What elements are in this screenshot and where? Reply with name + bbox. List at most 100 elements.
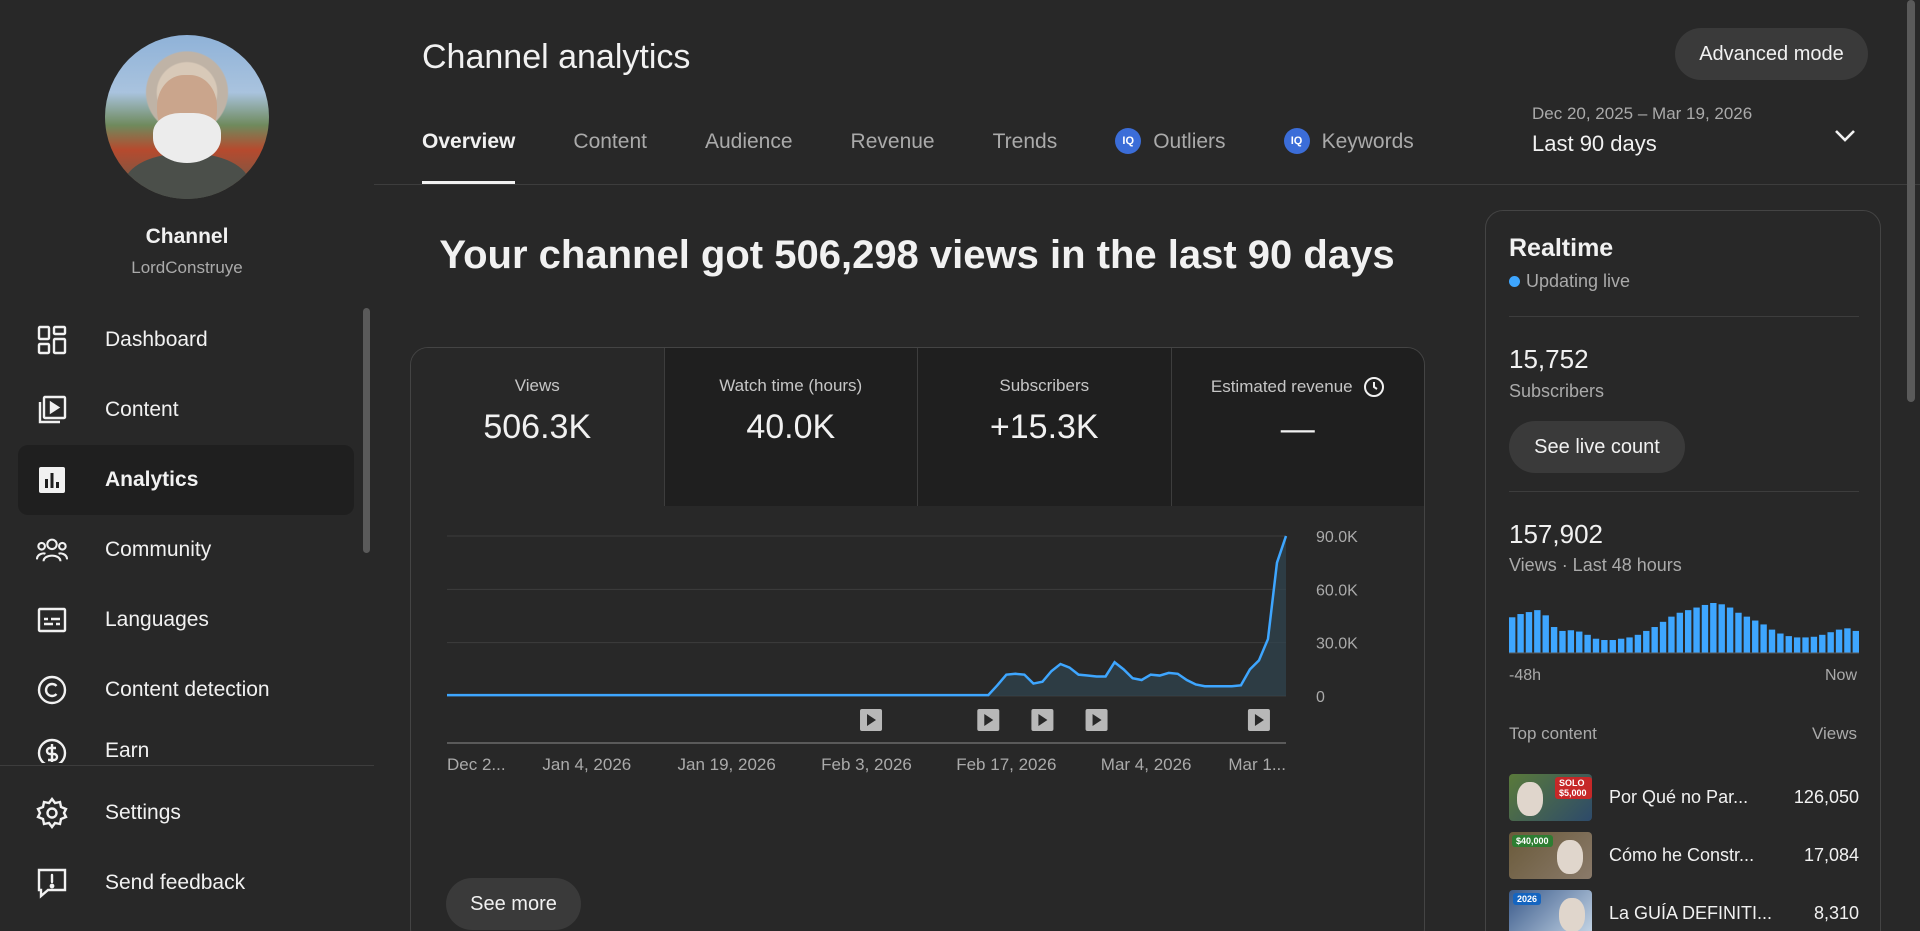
realtime-bar [1634,634,1642,653]
metric-subscribers[interactable]: Subscribers +15.3K [918,348,1172,506]
metrics-card: Views 506.3K Watch time (hours) 40.0K Su… [410,347,1425,931]
realtime-bar [1835,629,1843,653]
realtime-bar [1559,630,1566,653]
realtime-axis-start: -48h [1509,667,1542,684]
realtime-bar [1777,633,1784,653]
chart-area [447,536,1286,696]
realtime-title: Realtime [1509,234,1614,262]
sidebar-item-languages[interactable]: Languages [18,585,354,655]
sidebar-item-earn[interactable]: Earn [18,725,354,763]
see-more-button[interactable]: See more [446,878,581,930]
metric-estimated-revenue[interactable]: Estimated revenue — [1171,348,1425,506]
video-views: 126,050 [1793,786,1859,807]
thumbnail-face [1559,897,1585,931]
realtime-bar [1643,630,1650,653]
chart-x-tick-label: Feb 3, 2026 [821,755,912,774]
tab-overview[interactable]: Overview [422,130,516,184]
see-live-count-button[interactable]: See live count [1509,421,1685,473]
video-title: Por Qué no Par... [1609,786,1749,807]
realtime-bar [1726,607,1734,653]
realtime-bar [1735,612,1742,653]
thumbnail-badge: $40,000 [1512,834,1553,847]
realtime-views-label: Views · Last 48 hours [1509,555,1682,575]
tab-audience[interactable]: Audience [705,130,793,184]
realtime-bar [1701,604,1709,653]
realtime-bar [1710,603,1717,653]
languages-icon [36,604,68,636]
date-period-label[interactable]: Last 90 days [1532,131,1657,156]
sidebar-item-analytics[interactable]: Analytics [18,445,354,515]
headline: Your channel got 506,298 views in the la… [439,233,1395,277]
sidebar-item-dashboard[interactable]: Dashboard [18,305,354,375]
realtime-bar [1685,610,1692,653]
play-icon [984,714,994,726]
extension-icon: IQ [1283,128,1310,154]
metric-watch-time[interactable]: Watch time (hours) 40.0K [664,348,918,506]
top-content-row[interactable]: 2026 La GUÍA DEFINITI... 8,310 [1509,889,1859,931]
sidebar-item-settings[interactable]: Settings [18,778,354,848]
earn-icon [36,737,68,763]
tab-content[interactable]: Content [573,130,647,184]
realtime-bar [1517,614,1524,653]
chart-x-tick-label: Mar 1... [1228,755,1286,774]
thumbnail-badge: 2026 [1513,892,1542,905]
metric-value: — [1280,410,1315,448]
tab-keywords[interactable]: IQ Keywords [1283,128,1414,184]
live-dot-icon [1509,276,1520,287]
page-scrollbar[interactable] [1907,0,1915,402]
sidebar-item-label: Dashboard [105,328,208,351]
realtime-bar [1676,612,1683,653]
realtime-bar [1609,640,1616,653]
tab-label: Revenue [850,130,935,153]
realtime-bar [1819,634,1826,653]
realtime-bar [1601,640,1608,653]
content-icon [36,394,68,426]
metric-views[interactable]: Views 506.3K [411,348,665,506]
sidebar-item-label: Community [105,538,212,561]
top-content-row[interactable]: SOLO $5,000 Por Qué no Par... 126,050 [1509,773,1859,821]
video-title: Cómo he Constr... [1609,844,1755,865]
live-label: Updating live [1526,271,1631,291]
advanced-mode-button[interactable]: Advanced mode [1675,28,1868,80]
sidebar-item-content-detection[interactable]: Content detection [18,655,354,725]
video-title: La GUÍA DEFINITI... [1609,902,1773,923]
dashboard-icon [36,324,68,356]
date-range[interactable]: Dec 20, 2025 – Mar 19, 2026 [1532,104,1753,123]
realtime-bar-chart [1509,603,1859,654]
tab-outliers[interactable]: IQ Outliers [1115,128,1226,184]
sidebar-item-send-feedback[interactable]: Send feedback [18,848,354,918]
realtime-subscribers-label: Subscribers [1509,381,1605,401]
tab-label: Overview [422,130,516,153]
sidebar-item-label: Content [105,398,179,421]
realtime-bar [1752,620,1759,653]
realtime-bar [1810,636,1818,653]
video-thumbnail: SOLO $5,000 [1509,773,1592,821]
metric-value: +15.3K [989,408,1099,446]
metric-label: Estimated revenue [1172,376,1425,398]
clock-icon [1363,377,1384,397]
avatar[interactable] [105,35,269,199]
chart-x-tick-label: Feb 17, 2026 [956,755,1056,774]
tab-trends[interactable]: Trends [993,130,1058,184]
tabs-divider [374,184,1920,185]
divider [1509,316,1859,317]
sidebar-scrollbar[interactable] [363,308,370,553]
realtime-bar [1743,616,1751,653]
metric-value: 506.3K [483,408,592,446]
chart-y-tick-label: 0 [1316,689,1325,706]
sidebar-item-community[interactable]: Community [18,515,354,585]
metric-label: Views [514,376,560,395]
metric-label: Subscribers [999,376,1090,395]
sidebar-divider [0,765,374,766]
top-content-row[interactable]: $40,000 Cómo he Constr... 17,084 [1509,831,1859,879]
sidebar-item-label: Earn [105,739,150,762]
realtime-subscribers-count: 15,752 [1509,344,1589,374]
sidebar-item-content[interactable]: Content [18,375,354,445]
sidebar-nav: Dashboard Content Analytics Community La… [18,305,354,763]
tab-revenue[interactable]: Revenue [851,130,935,184]
realtime-bar [1827,632,1834,653]
chevron-down-icon[interactable] [1830,120,1860,150]
realtime-bar [1718,604,1725,653]
realtime-bar [1760,624,1767,653]
top-content-label: Top content [1509,724,1597,743]
